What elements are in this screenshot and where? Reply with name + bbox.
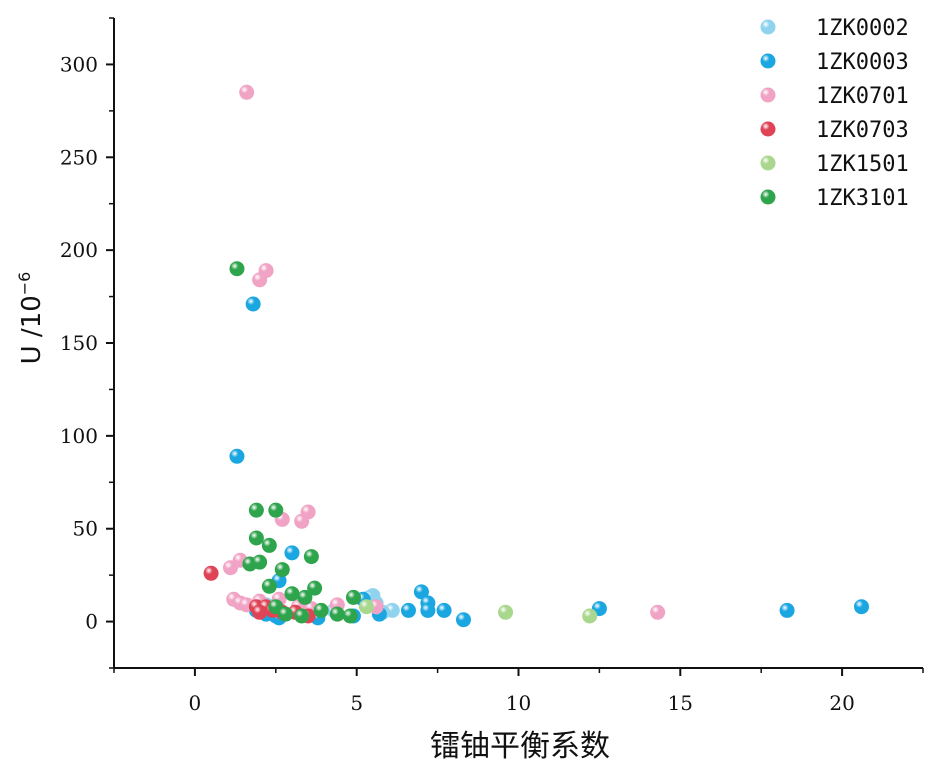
data-point bbox=[252, 272, 268, 288]
x-ticks: 0 5 10 15 20 bbox=[113, 668, 924, 715]
y-tick-label: 100 bbox=[60, 424, 98, 448]
legend: 1ZK0002 1ZK0003 1ZK0701 1ZK0703 1ZK1501 1ZK31… bbox=[760, 16, 909, 211]
y-axis-title-exponent: −6 bbox=[15, 272, 34, 296]
y-axis-title: U /10−6 bbox=[15, 272, 47, 365]
data-point bbox=[650, 604, 666, 620]
data-point bbox=[294, 608, 310, 624]
data-point bbox=[345, 589, 361, 605]
y-ticks: 0 50 100 150 200 250 300 bbox=[60, 17, 114, 669]
data-point bbox=[303, 549, 319, 565]
y-axis-title-group: U /10−6 bbox=[15, 272, 47, 365]
legend-label: 1ZK0003 bbox=[816, 50, 909, 75]
legend-marker bbox=[760, 87, 776, 103]
data-point bbox=[498, 604, 514, 620]
data-point bbox=[261, 578, 277, 594]
data-point bbox=[342, 608, 358, 624]
data-point bbox=[278, 606, 294, 622]
legend-label: 1ZK0703 bbox=[816, 118, 909, 143]
legend-marker bbox=[760, 121, 776, 137]
data-point bbox=[413, 584, 429, 600]
data-point bbox=[436, 602, 452, 618]
data-point bbox=[779, 602, 795, 618]
data-point bbox=[307, 580, 323, 596]
data-point bbox=[582, 608, 598, 624]
data-point bbox=[252, 554, 268, 570]
x-tick-label: 5 bbox=[350, 691, 363, 715]
data-point bbox=[245, 296, 261, 312]
data-point bbox=[329, 606, 345, 622]
data-point bbox=[203, 565, 219, 581]
data-point bbox=[297, 589, 313, 605]
y-tick-label: 250 bbox=[60, 145, 98, 169]
legend-marker bbox=[760, 189, 776, 205]
legend-marker bbox=[760, 19, 776, 35]
x-tick-label: 15 bbox=[668, 691, 693, 715]
legend-label: 1ZK3101 bbox=[816, 186, 909, 211]
y-tick-label: 150 bbox=[60, 331, 98, 355]
y-tick-label: 200 bbox=[60, 238, 98, 262]
data-point bbox=[248, 502, 264, 518]
legend-label: 1ZK0701 bbox=[816, 84, 909, 109]
data-point bbox=[274, 562, 290, 578]
x-tick-label: 20 bbox=[829, 691, 854, 715]
data-point bbox=[854, 599, 870, 615]
legend-label: 1ZK1501 bbox=[816, 152, 909, 177]
data-point bbox=[400, 602, 416, 618]
data-points bbox=[203, 84, 870, 628]
data-point bbox=[261, 537, 277, 553]
data-point bbox=[222, 560, 238, 576]
x-axis-title: 镭铀平衡系数 bbox=[430, 729, 610, 764]
legend-marker bbox=[760, 155, 776, 171]
data-point bbox=[229, 448, 245, 464]
x-tick-label: 0 bbox=[189, 691, 202, 715]
data-point bbox=[248, 530, 264, 546]
y-tick-label: 50 bbox=[73, 517, 98, 541]
data-point bbox=[313, 602, 329, 618]
data-point bbox=[294, 513, 310, 529]
legend-marker bbox=[760, 53, 776, 69]
legend-label: 1ZK0002 bbox=[816, 16, 909, 41]
y-axis-title-main: U /10 bbox=[17, 295, 47, 364]
data-point bbox=[284, 545, 300, 561]
data-point bbox=[420, 602, 436, 618]
y-tick-label: 300 bbox=[60, 52, 98, 76]
x-tick-label: 10 bbox=[506, 691, 531, 715]
data-point bbox=[239, 84, 255, 100]
data-point bbox=[284, 586, 300, 602]
data-point bbox=[252, 604, 268, 620]
data-point bbox=[268, 502, 284, 518]
data-point bbox=[455, 612, 471, 628]
data-point bbox=[358, 599, 374, 615]
data-point bbox=[229, 261, 245, 277]
y-tick-label: 0 bbox=[85, 610, 98, 634]
